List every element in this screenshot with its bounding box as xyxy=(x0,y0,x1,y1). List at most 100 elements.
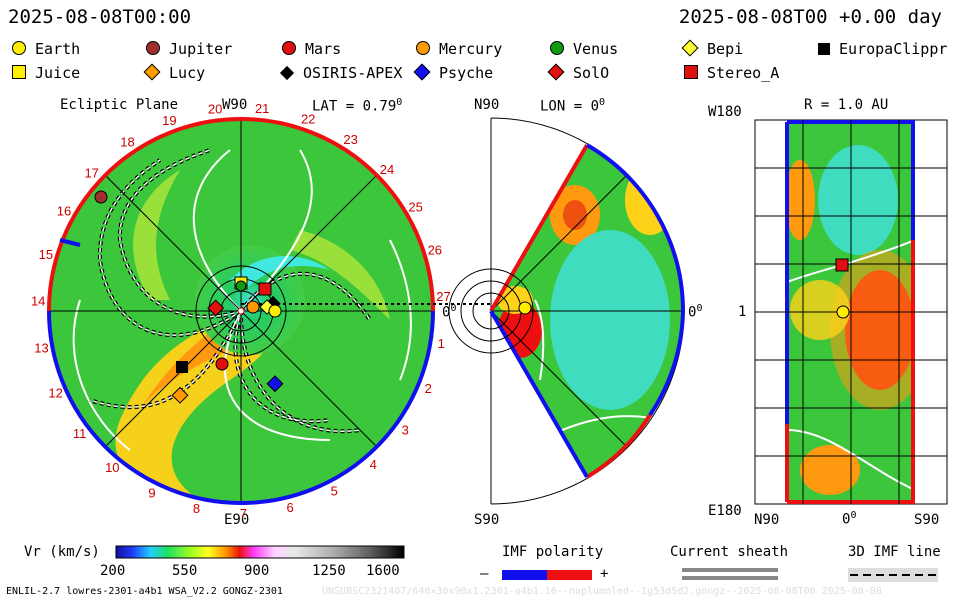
sheath-line-5 xyxy=(389,239,412,381)
legend-item-jupiter: Jupiter xyxy=(146,40,232,58)
legend-item-solo: SolO xyxy=(547,63,609,82)
map-cyan-patch xyxy=(818,145,898,255)
colorbar-tick-1600: 1600 xyxy=(366,563,400,579)
map-x-label-0: 00 xyxy=(842,510,857,528)
ecliptic-top-label: W90 xyxy=(222,97,248,113)
sector-number: 21 xyxy=(255,101,269,116)
sector-number: 17 xyxy=(84,165,98,180)
stereo-a-marker xyxy=(258,282,272,296)
legend-item-osiris-apex: OSIRIS-APEX xyxy=(279,64,402,82)
sector-number: 10 xyxy=(105,460,119,475)
imf-plus: + xyxy=(600,566,609,582)
map-top-left-label: W180 xyxy=(708,104,742,120)
sector-number: 18 xyxy=(120,135,134,150)
ecliptic-cyan-arm xyxy=(230,256,330,290)
europaclippr-marker xyxy=(176,361,188,373)
sheath-title: Current sheath xyxy=(670,544,789,560)
venus-marker xyxy=(235,280,247,292)
sector-number: 16 xyxy=(57,204,71,219)
colorbar-tick-1250: 1250 xyxy=(312,563,346,579)
legend-item-europaclippr: EuropaClippr xyxy=(818,40,947,58)
ecliptic-bottom-label: E90 xyxy=(224,512,250,528)
ecliptic-stream-band-2 xyxy=(290,230,390,320)
solo-marker xyxy=(207,299,225,317)
sector-number: 13 xyxy=(34,341,48,356)
sector-number: 8 xyxy=(193,501,200,516)
sector-number: 19 xyxy=(162,113,176,128)
sector-number: 6 xyxy=(286,500,293,515)
meridional-right-label: 00 xyxy=(688,303,703,321)
jupiter-circle-icon xyxy=(146,41,160,55)
left-datetime: 2025-08-08T00:00 xyxy=(8,6,192,28)
ecliptic-right-label: 00 xyxy=(442,303,457,321)
sector-number: 1 xyxy=(438,336,445,351)
footer-left: ENLIL-2.7 lowres-2301-a4b1 WSA_V2.2 GONG… xyxy=(6,586,283,597)
map-bottom-left-label: E180 xyxy=(708,503,742,519)
sheath-line-4 xyxy=(72,299,131,451)
legend-item-lucy: Lucy xyxy=(143,63,205,82)
sector-number: 9 xyxy=(148,486,155,501)
legend-item-psyche: Psyche xyxy=(413,63,493,82)
meridional-plot xyxy=(448,117,685,505)
sector-number: 27 xyxy=(436,289,450,304)
venus-circle-icon xyxy=(550,41,564,55)
colorbar-tick-900: 900 xyxy=(244,563,270,579)
map-x-label-s90: S90 xyxy=(914,512,940,528)
sector-number: 24 xyxy=(380,162,394,177)
sun-marker xyxy=(237,307,245,315)
map-earth-marker xyxy=(836,305,850,319)
map-mid-left-label: 1 xyxy=(738,304,747,320)
meridional-slow-patch xyxy=(550,230,670,410)
ecliptic-boundary-positive xyxy=(47,117,435,312)
legend-item-mercury: Mercury xyxy=(416,40,502,58)
sector-number: 11 xyxy=(73,426,87,441)
sector-number: 20 xyxy=(208,102,222,117)
mars-marker xyxy=(215,357,229,371)
sheath-line-2 xyxy=(192,149,242,312)
imf-negative-swatch xyxy=(502,570,547,580)
sector-number: 26 xyxy=(428,243,442,258)
juice-square-icon xyxy=(12,65,26,79)
footer-right: UNSUBSC2321407/640x30x90x1.2301-a4b1.16-… xyxy=(322,586,882,597)
map-grid xyxy=(755,120,947,504)
jupiter-marker xyxy=(94,190,108,204)
sector-number: 14 xyxy=(31,294,45,309)
meridional-top-label: N90 xyxy=(474,97,500,113)
legend-item-stereo-a: Stereo_A xyxy=(684,64,779,82)
colorbar xyxy=(115,545,405,559)
ecliptic-boundary-negative xyxy=(47,310,435,505)
sector-number: 5 xyxy=(331,483,338,498)
sector-number: 7 xyxy=(240,506,247,521)
colorbar-tick-200: 200 xyxy=(100,563,126,579)
sector-number: 2 xyxy=(425,381,432,396)
sheath-swatch-1 xyxy=(682,568,778,572)
legend-item-mars: Mars xyxy=(282,40,341,58)
meridional-lon-label: LON = 00 xyxy=(540,97,606,115)
map-stereo-a-marker xyxy=(835,258,849,272)
sector-number: 22 xyxy=(301,111,315,126)
mercury-circle-icon xyxy=(416,41,430,55)
map-r-label: R = 1.0 AU xyxy=(804,97,889,113)
meridional-earth-marker xyxy=(518,301,532,315)
ecliptic-stream-band-1 xyxy=(133,170,180,300)
psyche-marker xyxy=(266,375,284,393)
imf3d-title: 3D IMF line xyxy=(848,544,941,560)
meridional-bottom-label: S90 xyxy=(474,512,500,528)
sector-number: 12 xyxy=(48,386,62,401)
sector-number: 3 xyxy=(402,422,409,437)
colorbar-label: Vr (km/s) xyxy=(24,544,100,560)
legend-item-juice: Juice xyxy=(12,64,80,82)
ecliptic-title: Ecliptic Plane xyxy=(60,97,179,113)
legend-item-bepi: Bepi xyxy=(681,39,743,58)
sector-number: 25 xyxy=(408,200,422,215)
mercury-marker xyxy=(246,300,260,314)
lucy-marker xyxy=(171,386,189,404)
ecliptic-lat-label: LAT = 0.790 xyxy=(312,97,403,115)
imf-minus: – xyxy=(480,566,489,582)
imf-positive-swatch xyxy=(547,570,592,580)
sector-number: 15 xyxy=(39,247,53,262)
right-datetime: 2025-08-08T00 +0.00 day xyxy=(678,6,942,28)
